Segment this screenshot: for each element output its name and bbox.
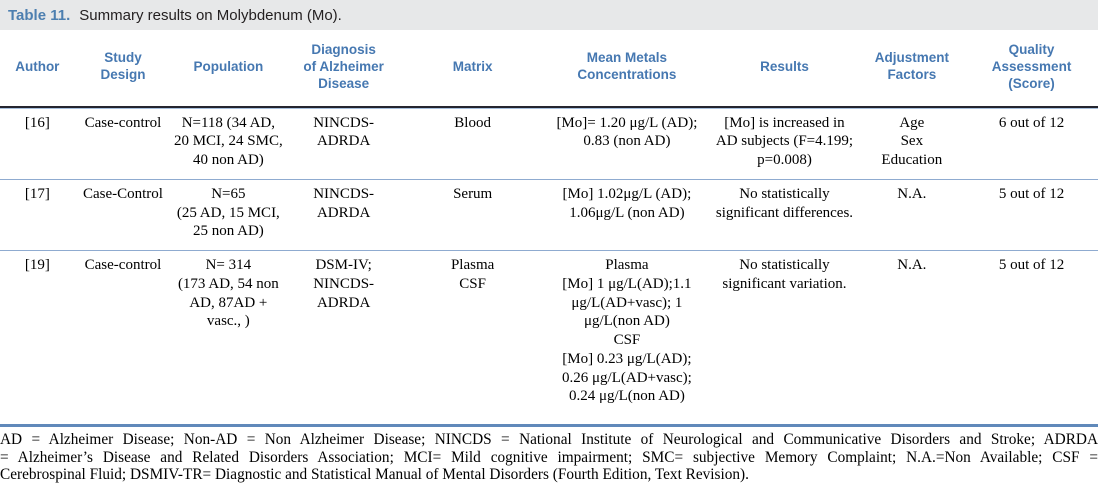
header-row: Author Study Design Population Diagnosis… (0, 30, 1098, 108)
cell-study-design: Case-Control (74, 178, 172, 250)
table-row: [17] Case-Control N=65 (25 AD, 15 MCI, 2… (0, 178, 1098, 250)
column-header-adjustment: Adjustment Factors (858, 30, 966, 108)
cell-adjustment: Age Sex Education (858, 107, 966, 179)
cell-population: N= 314 (173 AD, 54 non AD, 87AD + vasc.,… (171, 250, 286, 428)
cell-concentrations: Plasma [Mo] 1 μg/L(AD);1.1 μg/L(AD+vasc)… (543, 250, 711, 428)
cell-concentrations: [Mo] 1.02μg/L (AD); 1.06μg/L (non AD) (543, 178, 711, 250)
cell-study-design: Case-control (74, 250, 172, 428)
cell-concentrations: [Mo]= 1.20 μg/L (AD); 0.83 (non AD) (543, 107, 711, 179)
column-header-concentrations: Mean Metals Concentrations (543, 30, 711, 108)
table-row: [19] Case-control N= 314 (173 AD, 54 non… (0, 250, 1098, 428)
cell-matrix: Blood (401, 107, 544, 179)
cell-author: [17] (0, 178, 75, 250)
cell-author: [19] (0, 250, 75, 428)
cell-results: [Mo] is increased in AD subjects (F=4.19… (710, 107, 859, 179)
table-title-label: Table 11. (8, 6, 71, 24)
cell-adjustment: N.A. (858, 178, 966, 250)
cell-diagnosis: DSM-IV; NINCDS- ADRDA (285, 250, 402, 428)
column-header-population: Population (171, 30, 286, 108)
table-footnote: AD = Alzheimer Disease; Non-AD = Non Alz… (0, 427, 1098, 484)
footnote-line: Cerebrospinal Fluid; DSMIV-TR= Diagnosti… (0, 466, 749, 484)
cell-results: No statistically significant differences… (710, 178, 859, 250)
cell-quality: 6 out of 12 (965, 107, 1098, 179)
column-header-study-design: Study Design (74, 30, 172, 108)
cell-population: N=118 (34 AD, 20 MCI, 24 SMC, 40 non AD) (171, 107, 286, 179)
table-title-text: Summary results on Molybdenum (Mo). (79, 6, 342, 24)
cell-diagnosis: NINCDS- ADRDA (285, 178, 402, 250)
cell-adjustment: N.A. (858, 250, 966, 428)
summary-table: Author Study Design Population Diagnosis… (0, 30, 1098, 428)
footnote-line: = Alzheimer’s Disease and Related Disord… (0, 448, 1098, 466)
table-title: Table 11. Summary results on Molybdenum … (0, 0, 1098, 30)
cell-author: [16] (0, 107, 75, 179)
cell-matrix: Plasma CSF (401, 250, 544, 428)
cell-population: N=65 (25 AD, 15 MCI, 25 non AD) (171, 178, 286, 250)
column-header-results: Results (710, 30, 859, 108)
column-header-diagnosis: Diagnosis of Alzheimer Disease (285, 30, 402, 108)
cell-study-design: Case-control (74, 107, 172, 179)
cell-results: No statistically significant variation. (710, 250, 859, 428)
cell-matrix: Serum (401, 178, 544, 250)
column-header-quality: Quality Assessment (Score) (965, 30, 1098, 108)
table-row: [16] Case-control N=118 (34 AD, 20 MCI, … (0, 107, 1098, 179)
column-header-author: Author (0, 30, 75, 108)
cell-quality: 5 out of 12 (965, 178, 1098, 250)
column-header-matrix: Matrix (401, 30, 544, 108)
footnote-line: AD = Alzheimer Disease; Non-AD = Non Alz… (0, 431, 1098, 449)
cell-diagnosis: NINCDS- ADRDA (285, 107, 402, 179)
cell-quality: 5 out of 12 (965, 250, 1098, 428)
